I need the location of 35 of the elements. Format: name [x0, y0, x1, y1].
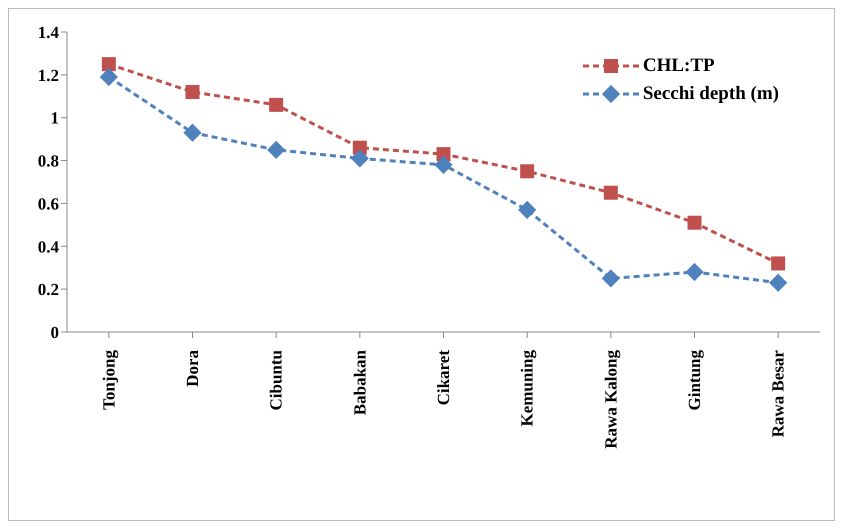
- x-tick-label: Kemuning: [518, 350, 537, 427]
- point: [186, 85, 200, 99]
- point: [183, 124, 202, 142]
- point: [267, 140, 286, 159]
- x-tick-label: Rawa Besar: [768, 350, 788, 438]
- point: [350, 149, 369, 168]
- point: [102, 57, 116, 72]
- y-tick-label: 0.6: [38, 194, 59, 214]
- point: [604, 186, 618, 200]
- point: [771, 256, 786, 270]
- point: [434, 156, 453, 174]
- y-tick-label: 1.2: [38, 66, 59, 85]
- legend-label: Secchi depth (m): [642, 83, 779, 105]
- x-tick-label: Gintung: [685, 350, 704, 410]
- x-tick-label: Cibuntu: [266, 350, 286, 410]
- point: [100, 68, 118, 86]
- point: [269, 98, 284, 112]
- y-tick-label: 0.4: [38, 237, 60, 256]
- x-tick-label: Babakan: [350, 349, 370, 416]
- x-tick-label: Tonjong: [99, 350, 118, 410]
- x-tick-label: Dora: [183, 350, 202, 387]
- point: [688, 216, 702, 230]
- point: [685, 262, 704, 282]
- point: [520, 164, 534, 178]
- x-tick-label: Cikaret: [434, 350, 453, 406]
- y-tick-label: 0.2: [38, 280, 59, 300]
- y-tick-label: 1: [50, 108, 59, 128]
- point: [602, 269, 620, 288]
- point: [769, 274, 788, 292]
- point: [518, 200, 536, 219]
- legend-label: CHL:TP: [642, 55, 715, 77]
- y-tick-label: 0.8: [38, 152, 59, 171]
- y-tick-label: 1.4: [38, 23, 60, 42]
- x-tick-label: Rawa Kalong: [601, 350, 620, 449]
- y-tick-label: 0: [50, 323, 59, 342]
